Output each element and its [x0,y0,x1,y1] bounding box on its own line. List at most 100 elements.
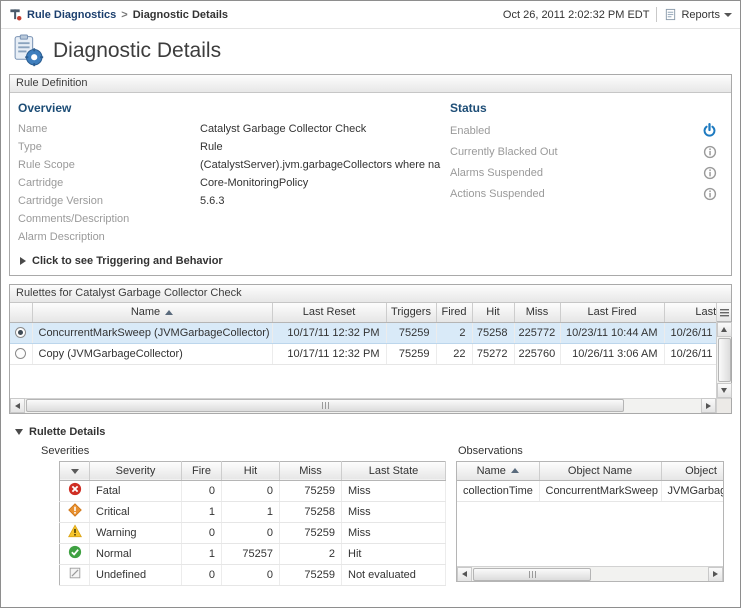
status-label: Alarms Suspended [450,166,543,179]
rulette-details-expander[interactable]: Rulette Details [9,422,732,445]
vertical-scrollbar[interactable] [716,322,732,398]
status-label: Currently Blacked Out [450,145,558,158]
horizontal-scrollbar[interactable] [10,397,716,413]
field-label: Cartridge [18,177,64,189]
cell-last-state: Miss [341,480,446,502]
column-header-last-reset[interactable]: Last Reset [272,303,387,323]
observation-row[interactable]: collectionTime ConcurrentMarkSweep JVMGa… [457,480,723,502]
status-enabled: Enabled [450,120,717,141]
column-header-object[interactable]: Object [661,461,723,481]
scroll-left-button[interactable] [457,566,472,582]
column-chooser-icon [719,308,729,316]
breadcrumb-separator: > [121,8,128,21]
field-cartridge: Cartridge Core-MonitoringPolicy [18,174,450,192]
cell-fire: 0 [181,480,222,502]
cell-last-fired: 10/26/11 3:06 AM [560,343,665,365]
cell-miss: 225772 [514,322,561,344]
scroll-left-button[interactable] [10,398,25,413]
sort-ascending-icon [165,309,174,315]
column-header-triggers[interactable]: Triggers [386,303,437,323]
table-row-concurrentmarksweep[interactable]: ConcurrentMarkSweep (JVMGarbageCollector… [10,322,716,344]
column-header-hit[interactable]: Hit [472,303,515,323]
rulettes-table-area: Name Last Reset Triggers Fired Hit Miss … [10,303,732,413]
column-header-last-fired[interactable]: Last Fired [560,303,665,323]
rulettes-table: Name Last Reset Triggers Fired Hit Miss … [10,303,716,365]
status-title: Status [450,101,487,115]
power-icon [702,123,717,138]
radio-selected[interactable] [15,327,27,339]
cell-severity: Warning [89,522,182,544]
severity-row-undefined: Undefined 0 0 75259 Not evaluated [59,564,446,586]
table-row-copy[interactable]: Copy (JVMGarbageCollector) 10/17/11 12:3… [10,343,716,365]
cell-name: ConcurrentMarkSweep (JVMGarbageCollector… [32,322,273,344]
radio-unselected[interactable] [15,348,27,360]
warning-icon [67,524,82,538]
title-row: Diagnostic Details [1,29,740,74]
field-label: Alarm Description [18,231,105,243]
table-empty-area [457,502,723,566]
column-header-name[interactable]: Name [457,461,540,481]
cell-severity: Critical [89,501,182,523]
column-header-severity[interactable]: Severity [89,461,182,481]
rulette-details-section: Rulette Details Severities Severity Fire [9,422,732,586]
column-header-object-name[interactable]: Object Name [539,461,662,481]
cell-hit: 0 [221,522,280,544]
severity-row-fatal: Fatal 0 0 75259 Miss [59,480,446,502]
rule-definition-body: Overview Name Catalyst Garbage Collector… [10,93,731,246]
rule-definition-header: Rule Definition [10,75,731,93]
breadcrumb-rule-diagnostics[interactable]: Rule Diagnostics [27,8,117,21]
column-header-hit[interactable]: Hit [221,461,280,481]
expand-arrow-icon [20,257,26,265]
arrow-left-icon [15,402,20,409]
cell-hit: 0 [221,564,280,586]
top-bar: Rule Diagnostics > Diagnostic Details Oc… [1,1,740,29]
report-icon [664,8,677,21]
collapse-arrow-icon [15,428,23,435]
reports-button[interactable]: Reports [664,8,732,21]
scrollbar-thumb[interactable] [26,399,624,412]
field-value: Catalyst Garbage Collector Check [200,123,367,135]
severity-row-critical: Critical 1 1 75258 Miss [59,501,446,523]
column-header-last-state[interactable]: Last State [341,461,446,481]
severity-filter-dropdown[interactable] [59,461,90,481]
rulettes-table-viewport: Name Last Reset Triggers Fired Hit Miss … [10,303,716,413]
column-header-miss[interactable]: Miss [514,303,561,323]
scroll-right-button[interactable] [708,566,723,582]
column-header-fire[interactable]: Fire [181,461,222,481]
scroll-right-button[interactable] [701,398,716,413]
arrow-left-icon [462,571,467,577]
severities-title: Severities [41,444,90,457]
cell-hit: 75257 [221,543,280,565]
column-header-miss[interactable]: Miss [279,461,342,481]
arrow-right-icon [713,571,718,577]
column-chooser-button[interactable] [717,303,731,322]
column-header-last-hit[interactable]: Last Hit [664,303,716,323]
rulettes-header-row: Name Last Reset Triggers Fired Hit Miss … [10,303,716,323]
cell-last-hit: 10/26/11 2 [664,343,716,365]
diagnostic-details-icon [11,34,44,67]
cell-name: collectionTime [457,480,540,502]
field-alarm-description: Alarm Description [18,228,450,246]
field-type: Type Rule [18,138,450,156]
cell-hit: 75272 [472,343,515,365]
observations-table-viewport: Name Object Name Object collectionTime C… [456,460,724,582]
cell-fire: 1 [181,543,222,565]
triggering-behavior-expander[interactable]: Click to see Triggering and Behavior [10,246,731,275]
horizontal-scrollbar[interactable] [457,566,723,582]
info-icon [703,166,717,180]
filter-caret-icon [70,468,79,474]
scrollbar-thumb[interactable] [473,567,591,581]
overview-section: Overview Name Catalyst Garbage Collector… [18,101,450,246]
column-header-name[interactable]: Name [32,303,273,323]
rule-diagnostics-icon [9,8,22,21]
scrollbar-thumb[interactable] [717,338,731,382]
scroll-down-button[interactable] [716,382,732,398]
field-cartridge-version: Cartridge Version 5.6.3 [18,192,450,210]
scroll-up-button[interactable] [716,322,732,337]
scrollbar-corner [717,397,731,413]
cell-fire: 0 [181,522,222,544]
severity-icon-cell [59,501,90,523]
status-label: Enabled [450,124,491,137]
column-header-fired[interactable]: Fired [436,303,473,323]
arrow-right-icon [706,402,711,409]
